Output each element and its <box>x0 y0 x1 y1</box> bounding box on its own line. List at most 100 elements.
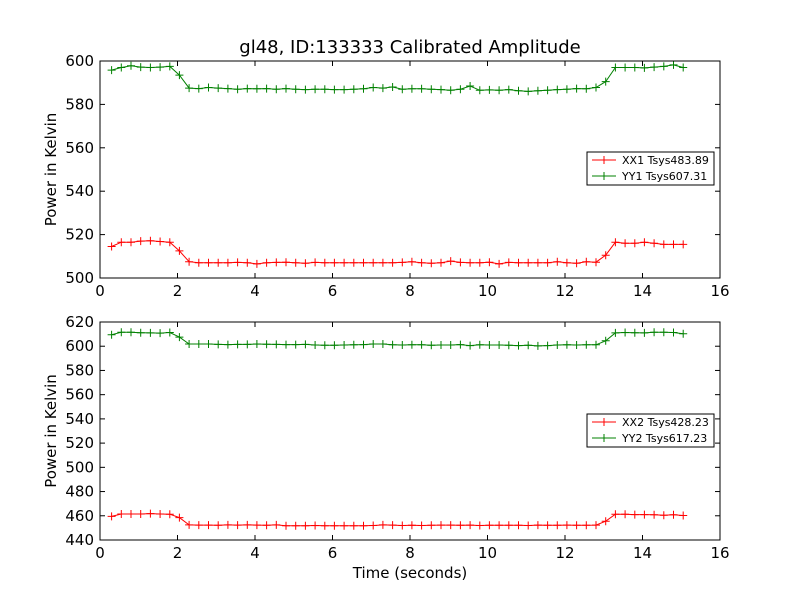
data-point-xx2 <box>223 520 232 529</box>
data-point-yy1 <box>446 86 455 95</box>
data-point-xx1 <box>272 258 281 267</box>
data-point-xx2 <box>504 521 513 530</box>
data-point-yy2 <box>679 329 688 338</box>
data-point-yy2 <box>417 340 426 349</box>
data-point-yy1 <box>592 83 600 92</box>
legend-marker-yy1 <box>600 172 608 180</box>
data-point-xx2 <box>621 510 630 519</box>
chart-title: gl48, ID:133333 Calibrated Amplitude <box>239 37 580 58</box>
data-point-yy2 <box>369 340 378 348</box>
data-point-yy1 <box>621 63 630 72</box>
data-point-xx1 <box>640 238 649 247</box>
data-point-xx2 <box>127 510 135 518</box>
data-point-yy1 <box>466 82 475 90</box>
legend-label-xx2: XX2 Tsys428.23 <box>622 416 709 429</box>
data-point-xx2 <box>369 521 378 530</box>
data-point-xx1 <box>669 240 678 249</box>
data-point-xx2 <box>243 520 252 529</box>
data-point-yy1 <box>340 85 349 94</box>
data-point-yy2 <box>194 340 203 348</box>
data-point-yy2 <box>524 341 533 350</box>
data-point-yy2 <box>388 340 397 349</box>
data-point-yy1 <box>495 86 504 95</box>
data-point-xx2 <box>136 510 145 518</box>
data-point-xx1 <box>320 258 329 267</box>
top-y-tick-label: 560 <box>65 139 94 157</box>
data-point-yy1 <box>659 62 668 71</box>
data-point-xx1 <box>495 259 504 268</box>
data-point-yy2 <box>582 340 591 349</box>
data-point-yy2 <box>504 341 513 350</box>
data-point-xx1 <box>592 258 600 267</box>
top-y-tick-label: 520 <box>65 226 94 244</box>
data-point-xx1 <box>156 237 165 246</box>
data-point-xx2 <box>330 521 339 530</box>
data-point-yy1 <box>156 63 165 72</box>
data-point-yy1 <box>553 85 562 94</box>
top-y-tick-label: 540 <box>65 182 94 200</box>
data-point-xx1 <box>475 258 484 267</box>
data-point-yy2 <box>592 340 600 349</box>
data-point-xx1 <box>291 258 300 267</box>
data-point-xx2 <box>485 521 494 530</box>
data-point-xx2 <box>175 513 184 522</box>
bottom-x-tick-label: 0 <box>95 544 105 562</box>
data-point-xx1 <box>601 251 610 260</box>
data-point-xx1 <box>262 258 271 267</box>
data-point-xx2 <box>456 521 465 530</box>
data-point-yy2 <box>359 340 368 349</box>
data-point-yy2 <box>204 340 213 348</box>
data-point-xx2 <box>291 521 300 530</box>
data-point-xx2 <box>146 509 155 518</box>
data-point-yy2 <box>272 340 281 349</box>
data-point-yy1 <box>378 84 387 93</box>
bottom-y-tick-label: 580 <box>65 361 94 379</box>
bottom-plot-legend: XX2 Tsys428.23 YY2 Tsys617.23 <box>586 413 715 448</box>
data-point-yy1 <box>611 63 620 72</box>
data-point-yy2 <box>311 341 320 349</box>
data-point-yy2 <box>553 341 562 349</box>
data-point-yy2 <box>156 329 165 338</box>
data-point-xx2 <box>301 521 310 530</box>
data-point-yy1 <box>359 84 368 93</box>
data-point-xx2 <box>272 520 281 529</box>
data-point-xx2 <box>214 521 223 530</box>
data-point-xx2 <box>611 510 620 519</box>
data-point-xx1 <box>359 258 368 267</box>
data-point-xx1 <box>388 258 397 267</box>
data-point-yy1 <box>291 85 300 94</box>
data-point-yy2 <box>127 328 135 337</box>
data-point-yy2 <box>407 340 416 349</box>
data-point-yy1 <box>669 60 678 69</box>
data-point-xx2 <box>679 511 688 520</box>
top-legend-box <box>586 151 715 186</box>
legend-label-yy2: YY2 Tsys617.23 <box>621 432 707 445</box>
data-point-yy2 <box>214 340 223 349</box>
data-point-yy2 <box>146 328 155 337</box>
data-point-xx2 <box>349 521 358 530</box>
data-point-yy1 <box>601 77 610 86</box>
data-point-xx1 <box>282 258 290 267</box>
bottom-y-tick-label: 460 <box>65 507 94 525</box>
data-point-xx1 <box>311 258 320 267</box>
bottom-x-tick-label: 14 <box>633 544 652 562</box>
data-point-yy1 <box>233 85 242 94</box>
data-point-yy2 <box>301 340 310 349</box>
data-point-xx2 <box>495 521 504 530</box>
data-point-xx1 <box>650 239 659 248</box>
data-point-yy2 <box>437 341 445 349</box>
data-point-xx2 <box>572 521 581 530</box>
data-point-xx1 <box>524 258 533 267</box>
data-point-xx1 <box>562 258 571 267</box>
data-point-xx2 <box>165 510 174 519</box>
data-point-xx1 <box>582 257 591 266</box>
data-point-xx1 <box>127 238 135 247</box>
data-point-xx1 <box>136 237 145 246</box>
data-point-yy2 <box>349 340 358 349</box>
data-point-yy2 <box>378 340 387 348</box>
data-point-xx2 <box>533 521 542 530</box>
data-point-xx1 <box>679 240 688 249</box>
data-point-xx2 <box>640 510 649 519</box>
